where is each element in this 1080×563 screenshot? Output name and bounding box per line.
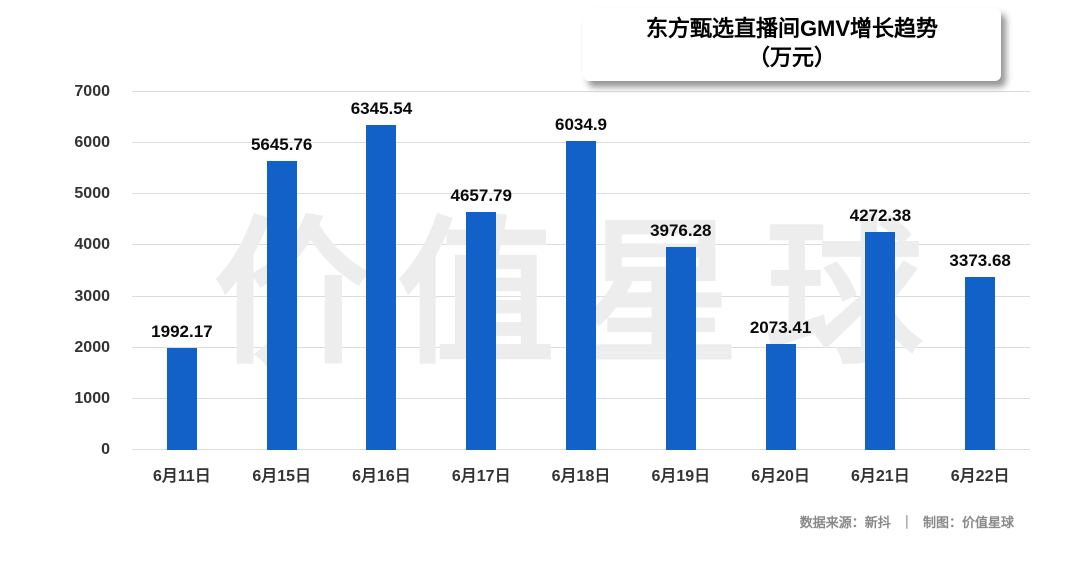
footer-divider: ｜ [900,515,914,530]
y-tick-label-5000: 5000 [74,185,110,203]
bar-value-label: 2073.41 [749,317,812,337]
bar-value-label: 3976.28 [650,220,712,240]
y-tick-label-0: 0 [101,441,110,458]
y-axis: 0 1000 2000 3000 4000 5000 6000 7000 [0,83,122,458]
bar-rect [765,343,796,450]
bar-slot-6月15日: 5645.76 [232,92,332,450]
bar-value-label: 6034.9 [555,115,608,135]
footer-credit: 数据来源：新抖 ｜ 制图：价值星球 [794,512,1014,531]
x-tick-label-6月22日: 6月22日 [950,468,1010,485]
y-tick-label-1000: 1000 [74,389,110,407]
plot-area: 价值星球 1992.175645.766345.544657.796034.93… [132,91,1030,450]
x-tick-label-6月21日: 6月21日 [851,468,910,485]
bar-slot-6月21日: 4272.38 [830,92,930,450]
chart-title-card: 东方甄选直播间GMV增长趋势 （万元） [583,8,1001,82]
x-tick-label-6月16日: 6月16日 [352,468,411,485]
bar-rect [466,211,497,450]
chart-title-line2: （万元） [747,44,836,70]
bar-slot-6月16日: 6345.54 [332,92,432,450]
bar-slot-6月11日: 1992.17 [132,92,232,450]
x-tick-label-6月20日: 6月20日 [751,468,810,485]
bar-rect [566,141,597,450]
bar-rect [865,231,896,450]
bar-rect [166,348,197,450]
x-tick-label-6月15日: 6月15日 [252,468,312,485]
bar-value-label: 5645.76 [250,135,313,155]
gridline-7000 [132,91,1030,92]
bar-value-label: 4272.38 [849,205,912,225]
bar-slot-6月22日: 3373.68 [930,92,1030,450]
y-tick-label-3000: 3000 [74,287,110,305]
bar-value-label: 6345.54 [350,99,413,119]
x-tick-label-6月18日: 6月18日 [551,468,611,485]
bar-slot-6月17日: 4657.79 [431,92,531,450]
bar-rect [665,246,696,450]
y-tick-label-7000: 7000 [74,83,110,100]
y-tick-label-4000: 4000 [74,236,110,254]
bar-slot-6月20日: 2073.41 [731,92,831,450]
bar-rect [366,125,397,450]
x-tick-label-6月19日: 6月19日 [651,468,711,485]
bar-slot-6月18日: 6034.9 [531,92,631,450]
footer-chart-credit: 制图：价值星球 [922,515,1014,530]
chart-title-line1: 东方甄选直播间GMV增长趋势 [645,16,939,41]
bar-slot-6月19日: 3976.28 [631,92,731,450]
bar-series: 1992.17 5645.76 6345.54 4657.79 6034.9 3976.2… [132,92,1030,450]
y-tick-label-6000: 6000 [74,134,110,152]
footer-source: 数据来源：新抖 [799,515,891,530]
bar-rect [965,277,996,450]
bar-rect [266,161,297,450]
x-tick-label-6月11日: 6月11日 [152,468,211,485]
bar-value-label: 1992.17 [151,322,213,342]
bar-value-label: 3373.68 [949,251,1011,271]
x-axis: 6月11日 6月15日 6月16日 6月17日 6月18日 6月19日 6月20日 6月21日… [132,462,1030,486]
x-tick-label-6月17日: 6月17日 [451,468,511,485]
y-tick-label-2000: 2000 [74,338,110,356]
bar-value-label: 4657.79 [450,185,512,205]
